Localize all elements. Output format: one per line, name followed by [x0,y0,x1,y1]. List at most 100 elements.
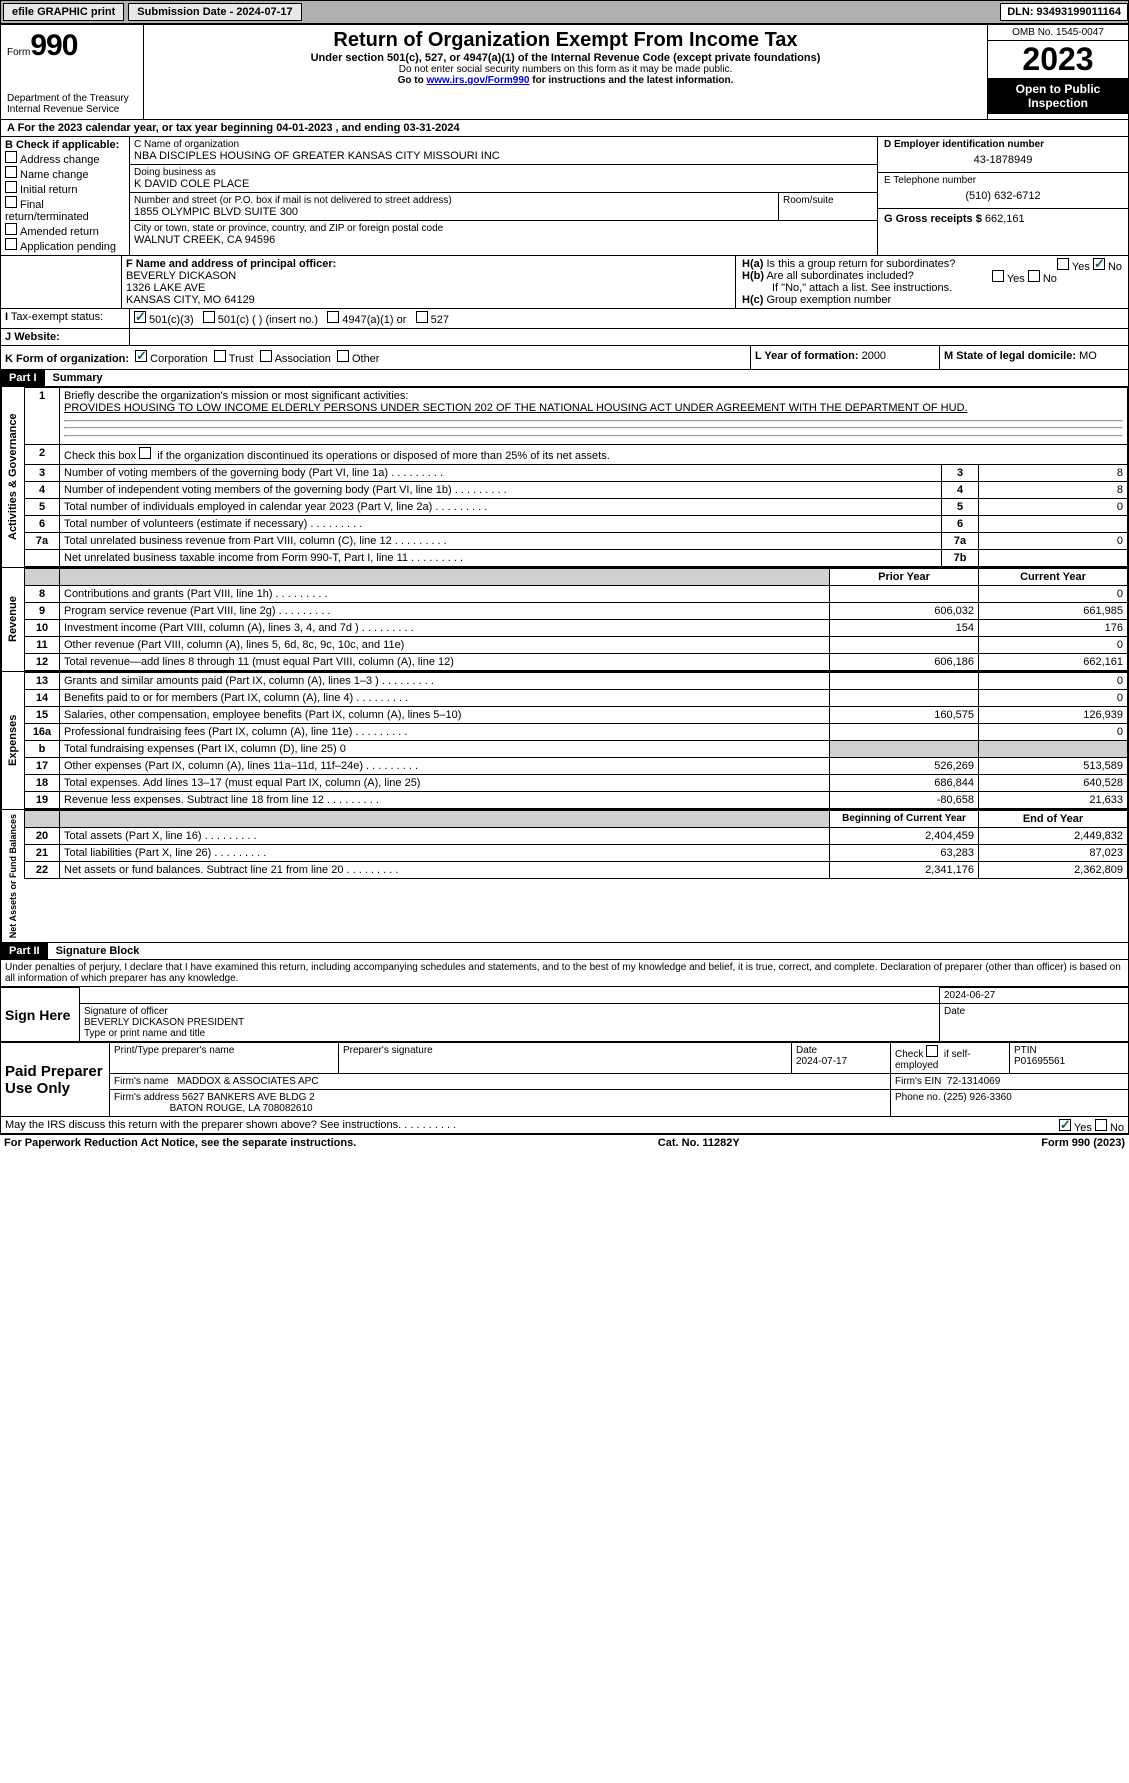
l6-label: Total number of volunteers (estimate if … [60,516,942,533]
room-label: Room/suite [779,193,877,220]
l7b-val [979,550,1128,567]
footer-right: Form 990 (2023) [1041,1137,1125,1149]
year-formation: 2000 [862,350,886,362]
l13-label: Grants and similar amounts paid (Part IX… [60,673,830,690]
assoc-checkbox[interactable] [260,350,272,362]
app-pending-checkbox[interactable] [5,238,17,250]
l6-val [979,516,1128,533]
sign-here: Sign Here [1,988,80,1042]
sig-officer-label: Signature of officer [84,1006,168,1017]
l9-prior: 606,032 [830,603,979,620]
discuss-no-checkbox[interactable] [1095,1119,1107,1131]
l19-curr: 21,633 [979,792,1128,809]
instructions-link[interactable]: www.irs.gov/Form990 [426,75,529,86]
l14-curr: 0 [979,690,1128,707]
street: 1855 OLYMPIC BLVD SUITE 300 [134,206,774,218]
initial-return-checkbox[interactable] [5,181,17,193]
l8-label: Contributions and grants (Part VIII, lin… [60,586,830,603]
section-b: B Check if applicable: Address change Na… [1,137,130,255]
gross-receipts: 662,161 [985,213,1025,225]
527-checkbox[interactable] [416,311,428,323]
ha-label: Is this a group return for subordinates? [766,258,955,270]
b-label: B Check if applicable: [5,139,125,151]
final-return-checkbox[interactable] [5,196,17,208]
irs: Internal Revenue Service [7,104,137,115]
l-label: L Year of formation: [755,350,859,362]
l16b-label: Total fundraising expenses (Part IX, col… [60,741,830,758]
l7b-label: Net unrelated business taxable income fr… [60,550,942,567]
ha-no-checkbox[interactable] [1093,258,1105,270]
l12-prior: 606,186 [830,654,979,671]
efile-button[interactable]: efile GRAPHIC print [3,3,124,21]
phone: (510) 632-6712 [884,186,1122,206]
l12-curr: 662,161 [979,654,1128,671]
prep-sig-label: Preparer's signature [339,1043,792,1074]
dba-label: Doing business as [134,167,873,178]
omb-number: OMB No. 1545-0047 [988,25,1128,41]
form-subtitle: Under section 501(c), 527, or 4947(a)(1)… [152,52,979,64]
4947-checkbox[interactable] [327,311,339,323]
l20-prior: 2,404,459 [830,828,979,845]
discuss-yes-checkbox[interactable] [1059,1119,1071,1131]
amended-return-checkbox[interactable] [5,223,17,235]
part1-title: Summary [45,370,111,386]
part2-header: Part II [1,943,48,959]
assoc-label: Association [275,353,331,365]
j-label: Website: [14,331,60,343]
name-change-checkbox[interactable] [5,166,17,178]
corp-checkbox[interactable] [135,350,147,362]
tax-year: 2023 [988,41,1128,78]
other-checkbox[interactable] [337,350,349,362]
hb-note: If "No," attach a list. See instructions… [742,282,1122,294]
i-label: Tax-exempt status: [11,311,103,323]
top-bar: efile GRAPHIC print Submission Date - 20… [0,0,1129,25]
l22-label: Net assets or fund balances. Subtract li… [60,862,830,879]
ha-yes-checkbox[interactable] [1057,258,1069,270]
l21-curr: 87,023 [979,845,1128,862]
firm-addr2: BATON ROUGE, LA 708082610 [170,1103,313,1114]
l14-label: Benefits paid to or for members (Part IX… [60,690,830,707]
discuss-label: May the IRS discuss this return with the… [5,1119,456,1131]
addr-change-checkbox[interactable] [5,151,17,163]
current-year-hdr: Current Year [979,569,1128,586]
hb-no-checkbox[interactable] [1028,270,1040,282]
l2: Check this box if the organization disco… [60,445,1128,465]
self-employed-checkbox[interactable] [926,1045,938,1057]
501c-checkbox[interactable] [203,311,215,323]
hc-label: Group exemption number [766,294,891,306]
l21-label: Total liabilities (Part X, line 26) [60,845,830,862]
form-title: Return of Organization Exempt From Incom… [152,29,979,52]
officer-name: BEVERLY DICKASON [126,270,731,282]
line-a: A For the 2023 calendar year, or tax yea… [0,120,1129,137]
l5-label: Total number of individuals employed in … [60,499,942,516]
l8-curr: 0 [979,586,1128,603]
f-label: F Name and address of principal officer: [126,258,731,270]
e-label: E Telephone number [884,175,1122,186]
name-change-label: Name change [20,169,89,181]
l11-curr: 0 [979,637,1128,654]
footer-mid: Cat. No. 11282Y [658,1137,740,1149]
ptin-label: PTIN [1014,1045,1037,1056]
501c3-checkbox[interactable] [134,311,146,323]
l2-checkbox[interactable] [139,447,151,459]
l20-curr: 2,449,832 [979,828,1128,845]
initial-return-label: Initial return [20,184,77,196]
prior-year-hdr: Prior Year [830,569,979,586]
l13-curr: 0 [979,673,1128,690]
dept: Department of the Treasury [7,93,137,104]
l7a-label: Total unrelated business revenue from Pa… [60,533,942,550]
l17-label: Other expenses (Part IX, column (A), lin… [60,758,830,775]
hb-yes-checkbox[interactable] [992,270,1004,282]
trust-checkbox[interactable] [214,350,226,362]
state-domicile: MO [1079,350,1097,362]
firm-phone: (225) 926-3360 [943,1092,1011,1103]
ptin: P01695561 [1014,1056,1065,1067]
l20-label: Total assets (Part X, line 16) [60,828,830,845]
l7a-val: 0 [979,533,1128,550]
l9-curr: 661,985 [979,603,1128,620]
city: WALNUT CREEK, CA 94596 [134,234,873,246]
firm-addr-label: Firm's address [114,1092,179,1103]
paid-preparer: Paid Preparer Use Only [1,1043,110,1117]
prep-date: 2024-07-17 [796,1056,847,1067]
amended-return-label: Amended return [20,226,99,238]
